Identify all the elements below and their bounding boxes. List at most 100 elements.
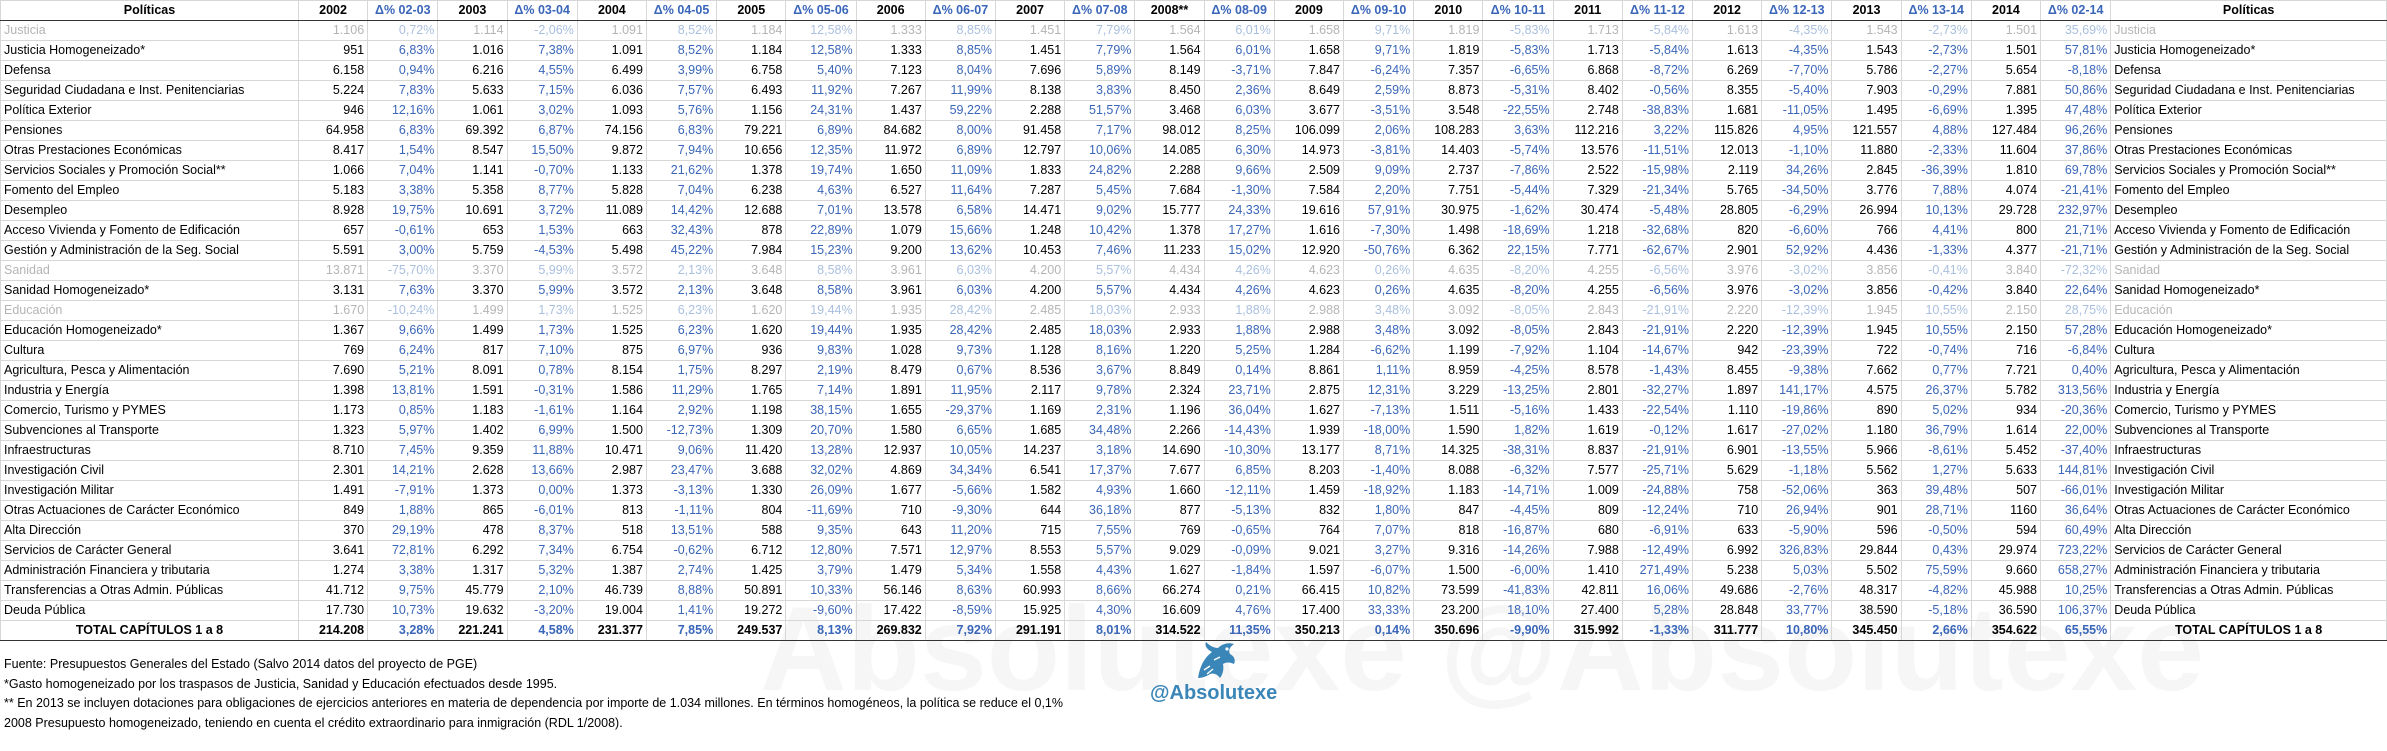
change-cell: 1,54% bbox=[367, 140, 439, 161]
amount-cell: 7.751 bbox=[1413, 180, 1484, 201]
row-label: Investigación Civil bbox=[0, 460, 299, 481]
table-row: Alta Dirección 370 29,19% 478 8,37% 518 13,51%… bbox=[0, 520, 2387, 541]
change-cell: -14,67% bbox=[1621, 340, 1694, 361]
change-cell: 4,26% bbox=[1203, 260, 1275, 281]
row-label: Desempleo bbox=[0, 200, 299, 221]
amount-cell: 6.712 bbox=[716, 540, 787, 561]
amount-cell: 1.833 bbox=[994, 160, 1066, 181]
change-cell: -0,74% bbox=[1900, 340, 1972, 361]
amount-cell: 1.248 bbox=[994, 220, 1066, 241]
column-header: 2003 bbox=[437, 0, 508, 21]
change-cell: 4,41% bbox=[1900, 220, 1972, 241]
change-cell: 1,82% bbox=[1482, 420, 1554, 441]
amount-cell: 91.458 bbox=[994, 120, 1066, 141]
amount-cell: 314.522 bbox=[1134, 620, 1205, 641]
amount-cell: 663 bbox=[576, 220, 647, 241]
row-label-right: Sanidad Homogeneizado* bbox=[2110, 280, 2387, 301]
table-row: Educación Homogeneizado* 1.367 9,66% 1.499 1… bbox=[0, 320, 2387, 341]
change-cell: 19,74% bbox=[785, 160, 857, 181]
amount-cell: 121.557 bbox=[1831, 120, 1902, 141]
change-cell: 22,15% bbox=[1482, 240, 1554, 261]
change-cell: 13,28% bbox=[785, 440, 857, 461]
amount-cell: 1.199 bbox=[1413, 340, 1484, 361]
amount-cell: 1.685 bbox=[994, 420, 1066, 441]
change-cell: 8,16% bbox=[1064, 340, 1136, 361]
change-cell: -6,91% bbox=[1621, 520, 1694, 541]
change-cell: 50,86% bbox=[2040, 80, 2112, 101]
amount-cell: 588 bbox=[716, 520, 787, 541]
row-label-right: Sanidad bbox=[2110, 260, 2387, 281]
change-cell: 9,71% bbox=[1342, 40, 1415, 61]
change-cell: 32,02% bbox=[785, 460, 857, 481]
table-row: Justicia Homogeneizado* 951 6,83% 1.016 7,38… bbox=[0, 40, 2387, 61]
change-cell: 6,24% bbox=[367, 340, 439, 361]
change-cell: 0,14% bbox=[1342, 620, 1415, 641]
total-row: TOTAL CAPÍTULOS 1 a 8 214.208 3,28% 221.241… bbox=[0, 620, 2387, 641]
change-cell: 26,94% bbox=[1761, 500, 1833, 521]
column-header: 2005 bbox=[716, 0, 787, 21]
change-cell: 18,10% bbox=[1482, 600, 1554, 621]
amount-cell: 6.499 bbox=[576, 60, 647, 81]
change-cell: -27,02% bbox=[1761, 420, 1833, 441]
change-cell: -19,86% bbox=[1761, 400, 1833, 421]
change-cell: -2,06% bbox=[506, 20, 578, 41]
amount-cell: 4.623 bbox=[1273, 280, 1344, 301]
amount-cell: 3.648 bbox=[716, 260, 787, 281]
change-cell: 2,19% bbox=[785, 360, 857, 381]
change-cell: -8,05% bbox=[1482, 320, 1554, 341]
change-cell: 723,22% bbox=[2040, 540, 2112, 561]
amount-cell: 722 bbox=[1831, 340, 1902, 361]
change-cell: 4,26% bbox=[1203, 280, 1275, 301]
change-cell: 7,04% bbox=[367, 160, 439, 181]
amount-cell: 1.939 bbox=[1273, 420, 1344, 441]
row-label: Gestión y Administración de la Seg. Soci… bbox=[0, 240, 299, 261]
change-cell: 7,01% bbox=[785, 200, 857, 221]
amount-cell: 2.220 bbox=[1692, 320, 1763, 341]
amount-cell: 8.138 bbox=[994, 80, 1066, 101]
change-cell: 4,63% bbox=[785, 180, 857, 201]
amount-cell: 804 bbox=[716, 500, 787, 521]
amount-cell: 8.553 bbox=[994, 540, 1066, 561]
change-cell: -1,10% bbox=[1761, 140, 1833, 161]
amount-cell: 1.402 bbox=[437, 420, 508, 441]
amount-cell: 942 bbox=[1692, 340, 1763, 361]
change-cell: 8,66% bbox=[1064, 580, 1136, 601]
amount-cell: 19.272 bbox=[716, 600, 787, 621]
amount-cell: 8.479 bbox=[855, 360, 926, 381]
row-label: Alta Dirección bbox=[0, 520, 299, 541]
change-cell: 52,92% bbox=[1761, 240, 1833, 261]
amount-cell: 6.754 bbox=[576, 540, 647, 561]
amount-cell: 2.843 bbox=[1552, 320, 1623, 341]
row-label: Agricultura, Pesca y Alimentación bbox=[0, 360, 299, 381]
table-row: Pensiones 64.958 6,83% 69.392 6,87% 74.156 6,8… bbox=[0, 120, 2387, 141]
amount-cell: 17.730 bbox=[297, 600, 369, 621]
change-cell: 10,73% bbox=[367, 600, 439, 621]
row-label-right: Defensa bbox=[2110, 60, 2387, 81]
amount-cell: 79.221 bbox=[716, 120, 787, 141]
amount-cell: 106.099 bbox=[1273, 120, 1344, 141]
amount-cell: 1.495 bbox=[1831, 100, 1902, 121]
change-cell: -11,51% bbox=[1621, 140, 1694, 161]
change-cell: 34,26% bbox=[1761, 160, 1833, 181]
amount-cell: 849 bbox=[297, 500, 369, 521]
change-cell: 9,73% bbox=[924, 340, 997, 361]
amount-cell: 7.847 bbox=[1273, 60, 1344, 81]
change-cell: 6,65% bbox=[924, 420, 997, 441]
column-header: Políticas bbox=[0, 0, 299, 21]
change-cell: 33,77% bbox=[1761, 600, 1833, 621]
change-cell: -3,81% bbox=[1342, 140, 1415, 161]
change-cell: 34,48% bbox=[1064, 420, 1136, 441]
amount-cell: 1.590 bbox=[1413, 420, 1484, 441]
row-label: Justicia Homogeneizado* bbox=[0, 40, 299, 61]
change-cell: -6,00% bbox=[1482, 560, 1554, 581]
change-cell: 8,04% bbox=[924, 60, 997, 81]
amount-cell: 23.200 bbox=[1413, 600, 1484, 621]
change-cell: 12,80% bbox=[785, 540, 857, 561]
change-cell: 26,37% bbox=[1900, 380, 1972, 401]
amount-cell: 832 bbox=[1273, 500, 1344, 521]
change-cell: 6,87% bbox=[506, 120, 578, 141]
change-cell: 8,71% bbox=[1342, 440, 1415, 461]
change-cell: 38,15% bbox=[785, 400, 857, 421]
change-cell: 2,20% bbox=[1342, 180, 1415, 201]
change-cell: 36,04% bbox=[1203, 400, 1275, 421]
